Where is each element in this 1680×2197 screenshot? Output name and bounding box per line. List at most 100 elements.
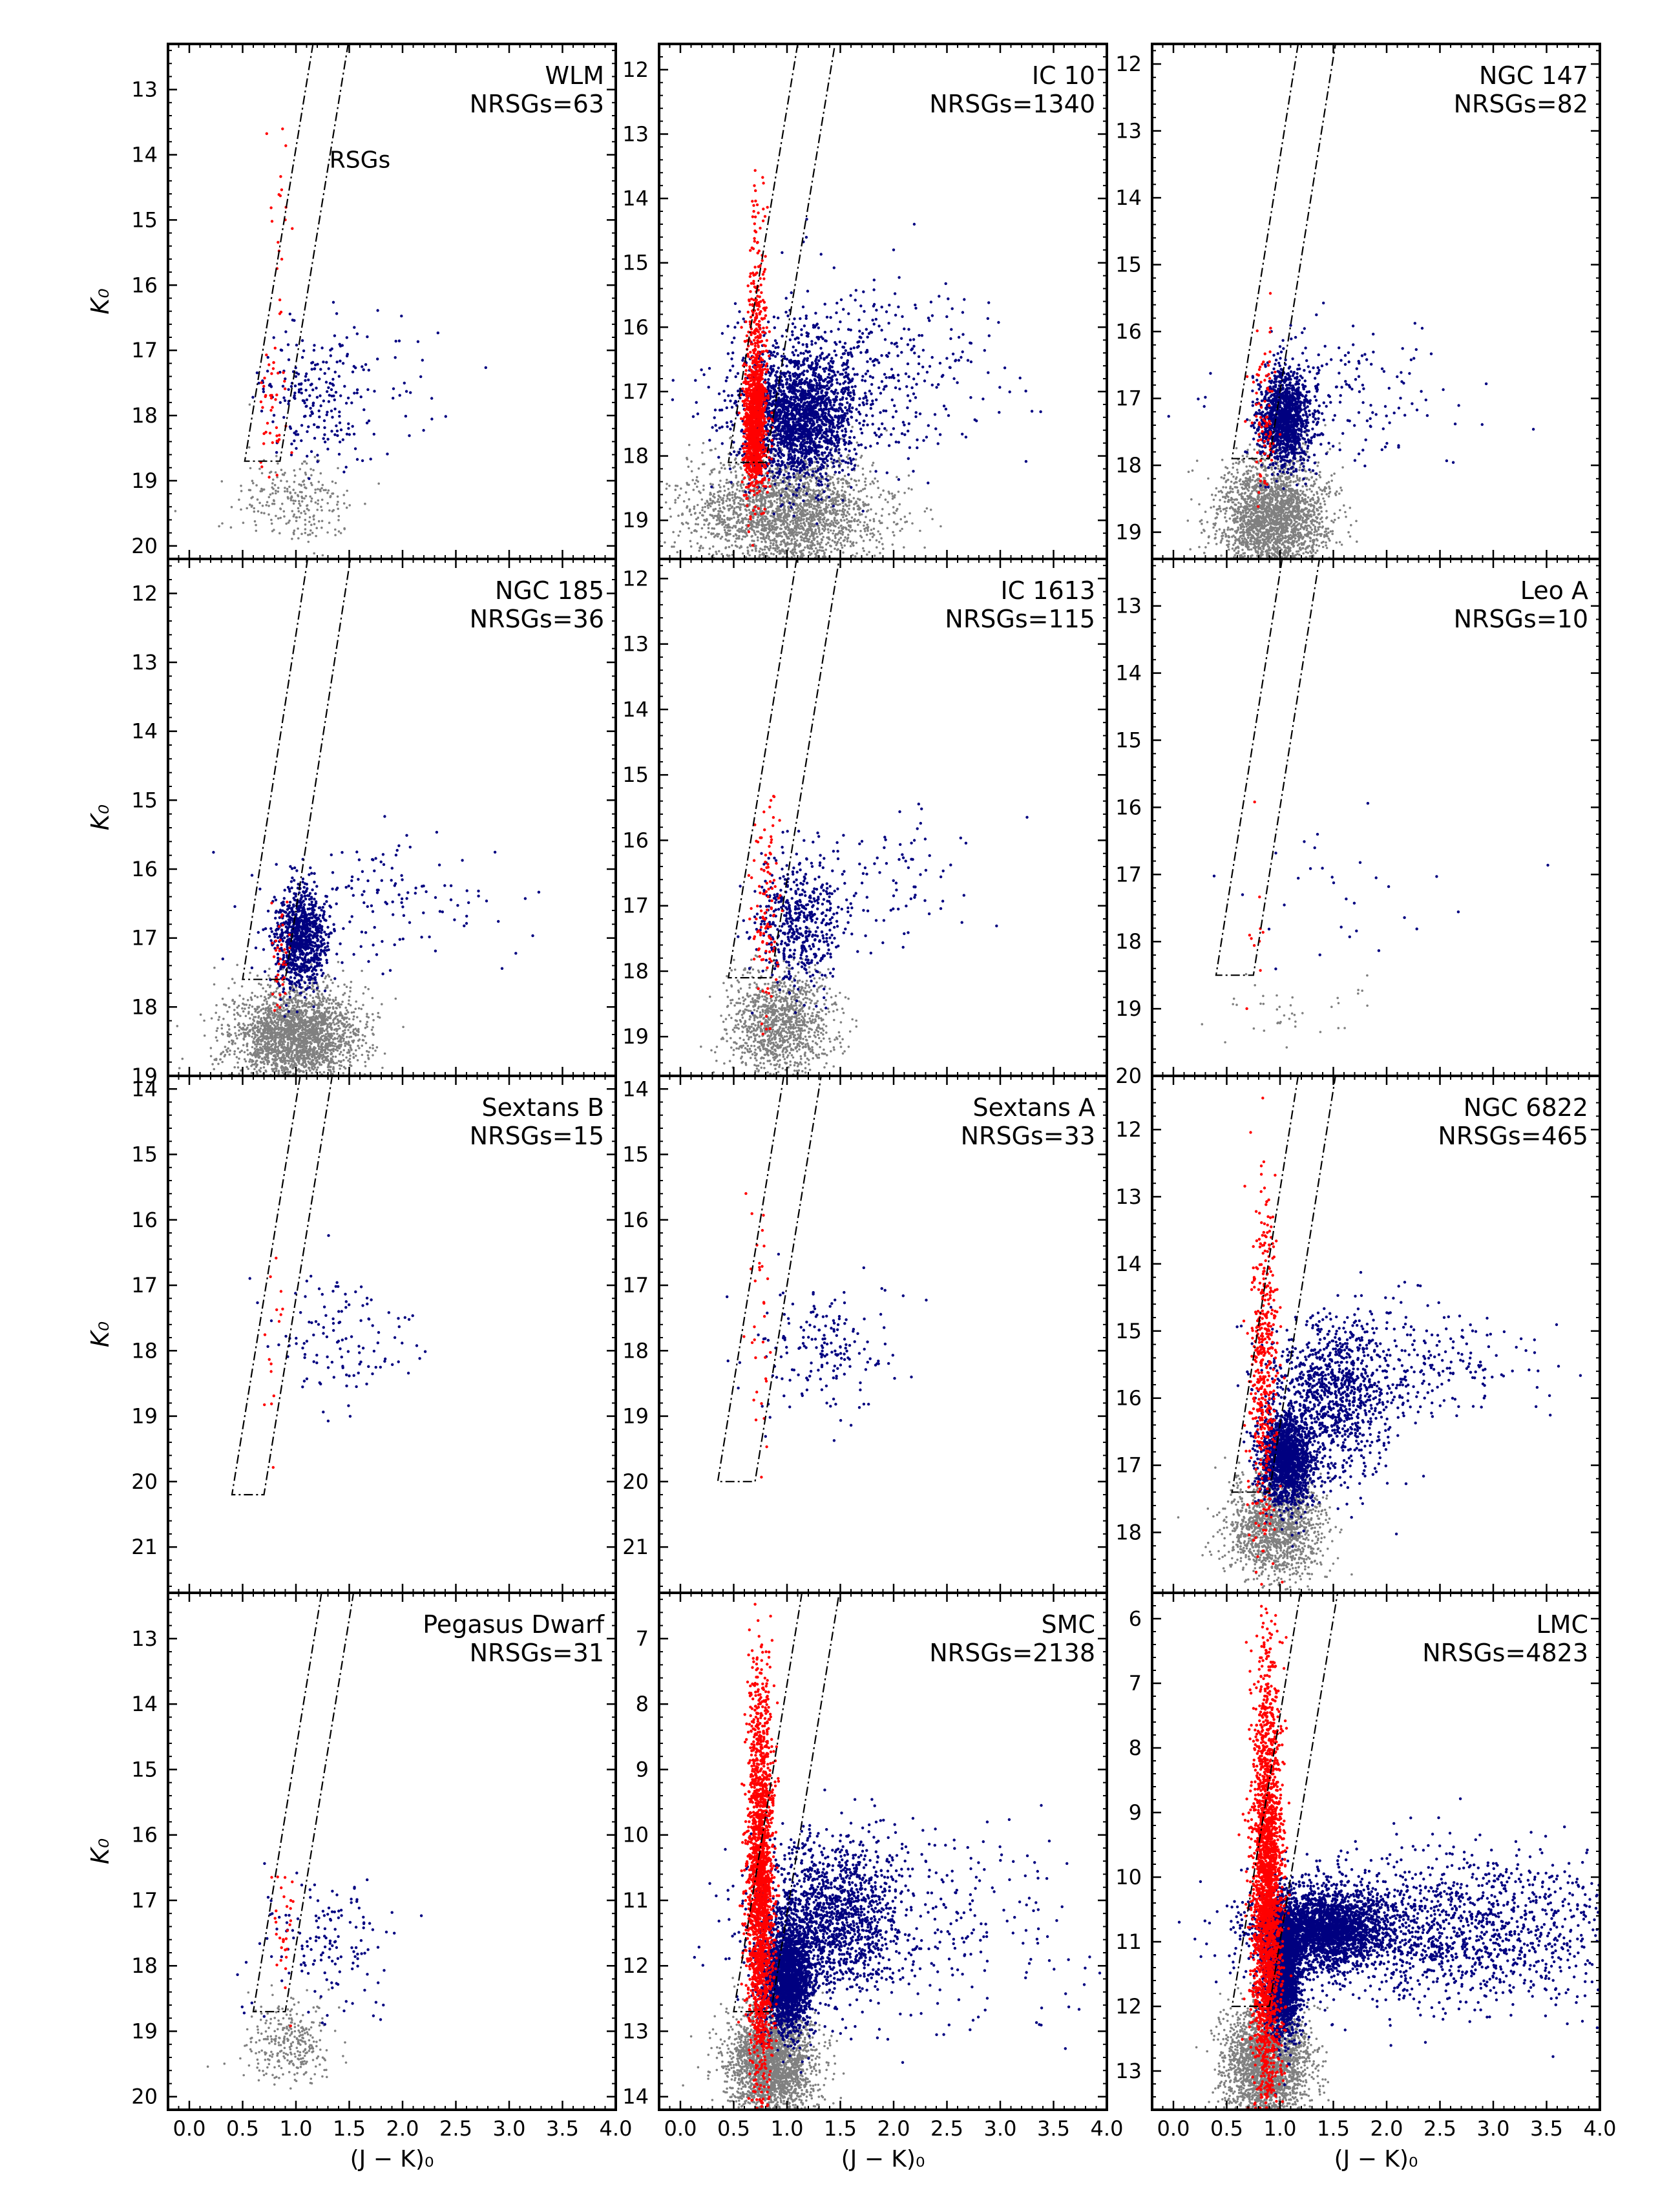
faint-star-point xyxy=(867,503,870,506)
agb-star-point xyxy=(837,437,841,441)
faint-star-point xyxy=(799,502,802,505)
faint-star-point xyxy=(653,504,656,507)
faint-star-point xyxy=(804,502,808,505)
faint-star-point xyxy=(757,539,759,541)
faint-star-point xyxy=(779,531,782,534)
faint-star-point xyxy=(803,503,806,506)
faint-star-point xyxy=(312,518,315,521)
agb-star-point xyxy=(286,343,290,346)
faint-star-point xyxy=(761,540,763,543)
faint-star-point xyxy=(859,507,862,510)
faint-star-point xyxy=(759,499,761,503)
agb-star-point xyxy=(796,439,799,443)
faint-star-point xyxy=(799,522,803,525)
faint-star-point xyxy=(295,520,298,522)
faint-star-point xyxy=(269,470,273,473)
faint-star-point xyxy=(723,529,726,531)
faint-star-point xyxy=(334,534,337,536)
faint-star-point xyxy=(866,510,868,513)
agb-star-point xyxy=(348,433,351,436)
faint-star-point xyxy=(737,481,739,483)
faint-star-point xyxy=(773,547,777,550)
faint-star-point xyxy=(790,561,792,563)
faint-star-point xyxy=(764,505,766,508)
agb-star-point xyxy=(312,348,316,352)
faint-star-point xyxy=(839,541,842,545)
faint-star-point xyxy=(714,507,717,510)
faint-star-point xyxy=(726,495,729,498)
rsg-star-point xyxy=(275,434,278,437)
agb-star-point xyxy=(835,381,839,384)
faint-star-point xyxy=(733,496,737,498)
rsg-star-point xyxy=(284,144,288,147)
faint-star-point xyxy=(275,489,277,492)
faint-star-point xyxy=(810,540,814,543)
agb-star-point xyxy=(404,390,408,393)
faint-star-point xyxy=(741,529,744,532)
faint-star-point xyxy=(763,524,766,527)
faint-star-point xyxy=(848,504,851,507)
agb-star-point xyxy=(795,465,799,468)
faint-star-point xyxy=(808,516,812,519)
faint-star-point xyxy=(851,425,854,428)
faint-star-point xyxy=(895,523,898,526)
rsg-star-point xyxy=(279,310,283,314)
faint-star-point xyxy=(714,534,717,537)
faint-star-point xyxy=(836,509,839,512)
faint-star-point xyxy=(846,540,849,543)
faint-star-point xyxy=(261,504,264,507)
faint-star-point xyxy=(293,513,296,516)
faint-star-point xyxy=(777,491,780,494)
agb-star-point xyxy=(815,460,819,464)
faint-star-point xyxy=(795,552,798,554)
agb-star-point xyxy=(330,430,333,433)
agb-star-point xyxy=(812,371,815,374)
faint-star-point xyxy=(775,479,777,481)
faint-star-point xyxy=(851,542,854,545)
agb-star-point xyxy=(325,361,328,364)
faint-star-point xyxy=(837,531,840,534)
agb-star-point xyxy=(717,456,720,459)
faint-star-point xyxy=(337,530,341,533)
agb-star-point xyxy=(316,460,319,463)
faint-star-point xyxy=(814,493,817,496)
faint-star-point xyxy=(762,563,765,566)
faint-star-point xyxy=(834,519,836,522)
faint-star-point xyxy=(777,519,779,521)
faint-star-point xyxy=(781,490,784,494)
faint-star-point xyxy=(314,489,317,491)
faint-star-point xyxy=(797,475,800,478)
faint-star-point xyxy=(777,534,780,538)
faint-star-point xyxy=(726,478,728,481)
agb-star-point xyxy=(338,440,342,444)
faint-star-point xyxy=(775,563,778,566)
faint-star-point xyxy=(731,526,734,529)
agb-star-point xyxy=(789,397,792,401)
agb-star-point xyxy=(808,458,812,461)
faint-star-point xyxy=(838,587,841,590)
faint-star-point xyxy=(769,571,772,574)
faint-star-point xyxy=(748,568,750,571)
agb-star-point xyxy=(260,410,264,413)
faint-star-point xyxy=(854,555,857,558)
agb-star-point xyxy=(733,401,737,405)
faint-star-point xyxy=(308,509,310,512)
faint-star-point xyxy=(708,503,711,506)
faint-star-point xyxy=(863,487,866,490)
faint-star-point xyxy=(320,520,324,523)
faint-star-point xyxy=(689,513,693,516)
faint-star-point xyxy=(302,479,306,482)
faint-star-point xyxy=(730,471,733,474)
y-tick-label: 15 xyxy=(131,207,158,232)
faint-star-point xyxy=(313,523,316,525)
faint-star-point xyxy=(782,501,786,504)
faint-star-point xyxy=(875,539,878,541)
agb-star-point xyxy=(289,384,293,388)
faint-star-point xyxy=(715,514,717,518)
agb-star-point xyxy=(366,335,369,339)
faint-star-point xyxy=(762,518,765,520)
faint-star-point xyxy=(806,545,809,549)
faint-star-point xyxy=(305,487,308,490)
agb-star-point xyxy=(344,401,348,405)
faint-star-point xyxy=(689,540,692,543)
